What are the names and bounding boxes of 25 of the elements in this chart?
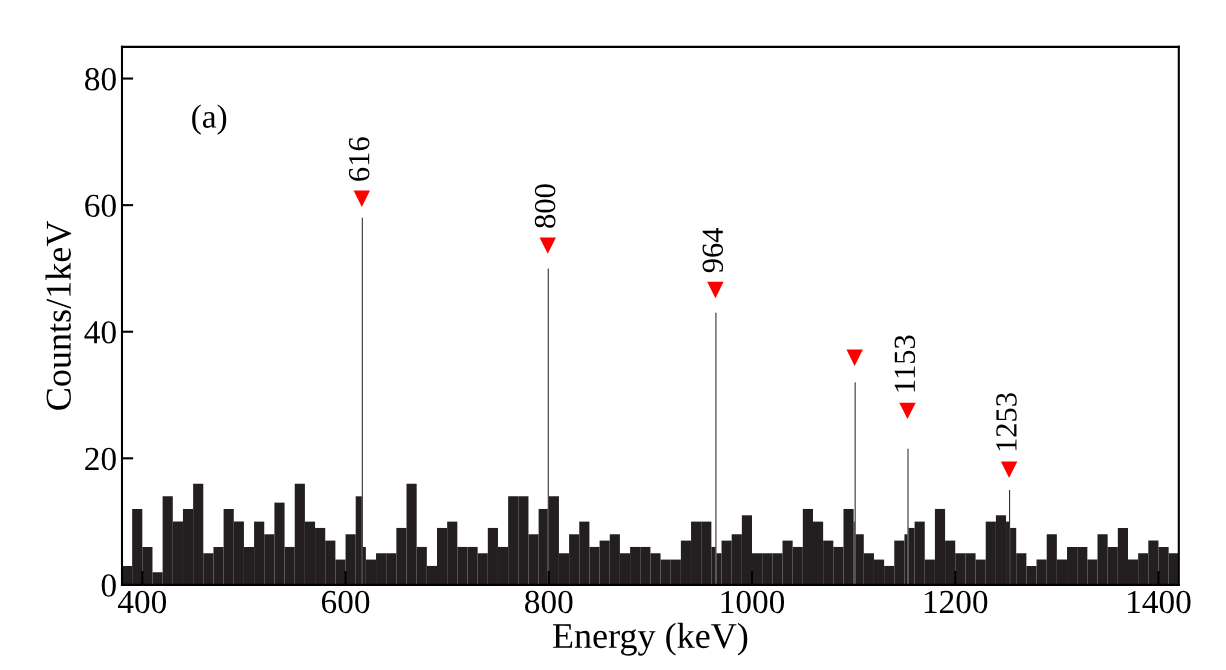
- x-tick-label: 800: [525, 590, 573, 614]
- annotation: 616: [348, 137, 370, 181]
- point: [1000, 461, 1018, 478]
- x-tick-label: 400: [117, 590, 167, 614]
- point: [846, 349, 863, 366]
- point: [539, 237, 556, 254]
- x-tick-label: 1000: [721, 590, 785, 614]
- point: [353, 190, 371, 208]
- y-tick-label: 20: [85, 447, 116, 471]
- annotation: (a): [192, 104, 227, 135]
- annotation: 964: [702, 227, 724, 273]
- point: [707, 281, 724, 299]
- point: [899, 402, 916, 420]
- annotation: 1153: [894, 335, 916, 392]
- x-tick-label: 1400: [1128, 590, 1191, 614]
- x-tick-label: 1200: [924, 590, 988, 614]
- x-axis-title: Energy (keV): [552, 622, 748, 656]
- y-axis-title: Counts/1keV: [45, 221, 72, 410]
- annotation: 800: [534, 184, 556, 228]
- y-tick-label: 40: [84, 321, 116, 344]
- y-tick-label: 80: [85, 67, 116, 91]
- y-tick-label: 0: [101, 574, 116, 597]
- annotation: 1253: [996, 393, 1017, 451]
- x-tick-label: 600: [321, 590, 370, 614]
- y-tick-label: 60: [85, 194, 116, 218]
